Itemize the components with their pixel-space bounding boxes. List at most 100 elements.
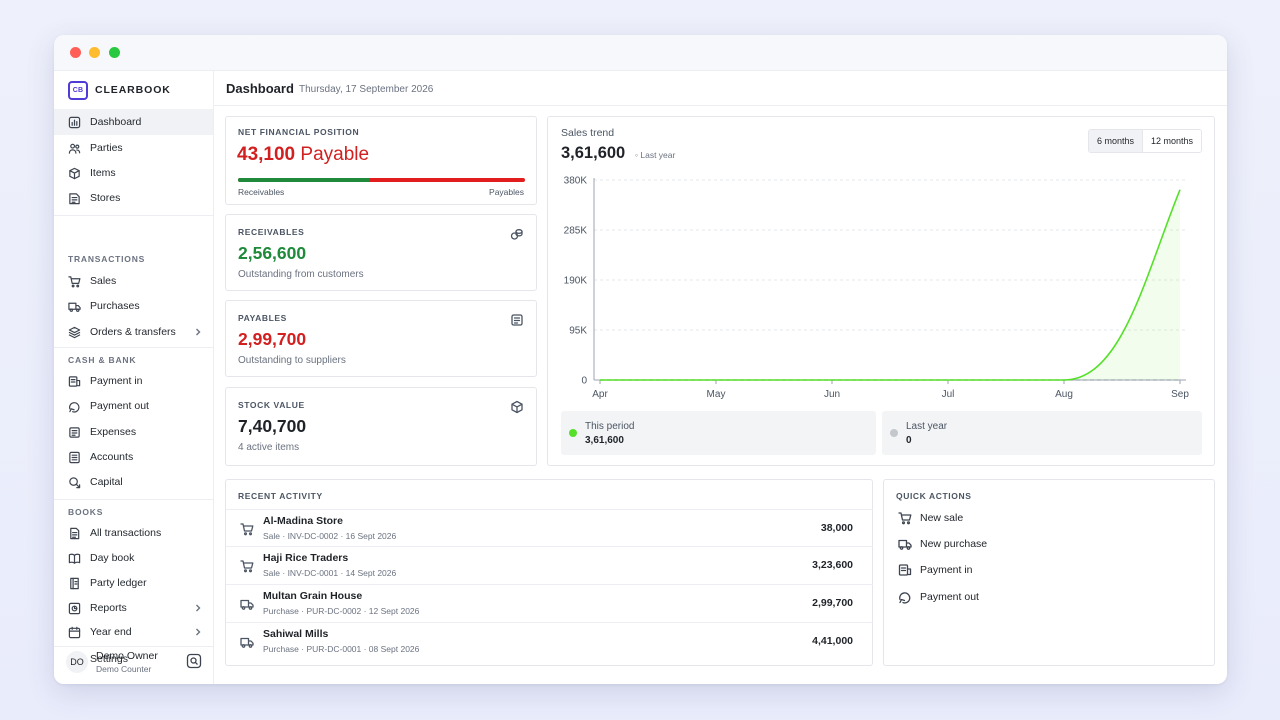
activity-row[interactable]: Multan Grain House Purchase · PUR-DC-000… [226,584,873,622]
series-line-this-period [600,189,1181,381]
activity-amount: 4,41,000 [812,635,853,647]
sidebar-item-label: Dashboard [90,116,142,128]
activity-party: Multan Grain House [263,590,363,602]
chart-total: 3,61,600 [561,144,626,162]
sidebar-item-day-book[interactable]: Day book [54,545,213,571]
sidebar-item-sales[interactable]: Sales [54,268,213,294]
sidebar-item-items[interactable]: Items [54,160,213,186]
search-icon[interactable] [186,653,202,669]
chevron-right-icon [193,626,203,638]
net-position-bar [238,178,525,182]
activity-meta: Sale · INV-DC-0002 · 16 Sept 2026 [263,531,397,541]
wallet-icon [68,426,81,439]
sidebar-divider [54,215,213,216]
activity-party: Al-Madina Store [263,515,343,527]
user-profile[interactable]: DO Demo Owner Demo Counter [66,648,206,676]
sidebar-item-parties[interactable]: Parties [54,135,213,161]
sidebar-item-party-ledger[interactable]: Party ledger [54,570,213,596]
coins-icon [510,227,524,241]
y-tick-label: 380K [564,176,588,187]
maximize-window-button[interactable] [109,47,120,58]
stock-subtitle: 4 active items [238,442,300,453]
receivables-subtitle: Outstanding from customers [238,269,364,280]
sidebar-item-all-transactions[interactable]: All transactions [54,520,213,546]
sidebar-item-label: Expenses [90,426,137,438]
legend-value: 0 [906,435,912,446]
chart-title: Sales trend [561,127,615,139]
new-purchase-button[interactable]: New purchase [898,535,987,553]
sidebar-item-reports[interactable]: Reports [54,595,213,621]
new-sale-button[interactable]: New sale [898,509,963,527]
reports-icon [68,602,81,615]
legend-last-year[interactable]: Last year 0 [882,411,1202,455]
title-bar [54,35,1227,71]
activity-row[interactable]: Sahiwal Mills Purchase · PUR-DC-0001 · 0… [226,622,873,660]
net-position-amount: 43,100 [237,144,296,165]
stock-value-card[interactable]: STOCK VALUE 7,40,700 4 active items [225,387,537,466]
activity-row[interactable]: Haji Rice Traders Sale · INV-DC-0001 · 1… [226,546,873,584]
capital-icon [68,476,81,489]
book-icon [68,552,81,565]
sidebar-item-payment-in[interactable]: Payment in [54,368,213,394]
wallet-icon [510,313,524,327]
quick-action-label: Payment in [920,564,973,576]
brand[interactable]: CB CLEARBOOK [68,80,171,100]
sidebar-item-purchases[interactable]: Purchases [54,293,213,319]
y-tick-label: 0 [581,376,587,387]
sidebar-item-label: Stores [90,192,121,204]
sidebar-item-label: Payment in [90,375,143,387]
cart-icon [898,511,912,525]
card-label: RECENT ACTIVITY [238,491,323,501]
sidebar-item-payment-out[interactable]: Payment out [54,393,213,419]
sidebar-item-label: Parties [90,142,123,154]
activity-meta: Purchase · PUR-DC-0002 · 12 Sept 2026 [263,606,420,616]
close-window-button[interactable] [70,47,81,58]
sidebar-item-settings[interactable]: Settings [54,646,213,672]
payment-out-icon [68,400,81,413]
layers-icon [68,326,81,339]
x-tick-label: Aug [1055,389,1073,400]
sidebar-item-year-end[interactable]: Year end [54,619,213,645]
series-area-this-period [600,189,1180,380]
stock-value: 7,40,700 [238,416,307,436]
sidebar-item-label: Sales [90,275,117,287]
legend-this-period[interactable]: This period 3,61,600 [561,411,876,455]
activity-meta: Sale · INV-DC-0001 · 14 Sept 2026 [263,568,397,578]
y-tick-label: 190K [564,276,588,287]
receivables-value: 2,56,600 [238,243,307,263]
sidebar-item-label: Orders & transfers [90,326,176,338]
sidebar-item-expenses[interactable]: Expenses [54,419,213,445]
sales-trend-chart: 0 95K 190K 285K 380K Apr May Jun Jul Aug Sep [564,176,1190,401]
sidebar-item-stores[interactable]: Stores [54,185,213,211]
sidebar-item-label: Day book [90,552,135,564]
payables-card[interactable]: PAYABLES 2,99,700 Outstanding to supplie… [225,300,537,377]
cart-icon [68,275,81,288]
payment-in-icon [68,375,81,388]
minimize-window-button[interactable] [89,47,100,58]
range-12-months-button[interactable]: 12 months [1142,130,1201,152]
sidebar-item-label: Items [90,167,116,179]
sales-trend-card: Sales trend 3,61,600 ◦ Last year 6 month… [547,116,1215,466]
quick-action-label: New sale [920,512,964,524]
sidebar-item-orders-transfers[interactable]: Orders & transfers [54,319,213,345]
page-header: Dashboard Thursday, 17 September 2026 [214,71,1227,106]
x-tick-label: Jun [824,389,840,400]
receivables-bar-fill [238,178,371,182]
sidebar-item-capital[interactable]: Capital [54,469,213,495]
activity-row[interactable]: Al-Madina Store Sale · INV-DC-0002 · 16 … [226,509,873,547]
sidebar-item-accounts[interactable]: Accounts [54,444,213,470]
range-6-months-button[interactable]: 6 months [1088,130,1143,152]
sidebar-item-dashboard[interactable]: Dashboard [54,109,213,135]
payment-out-button[interactable]: Payment out [898,588,979,606]
payment-in-button[interactable]: Payment in [898,561,973,579]
legend-dot [569,429,577,437]
section-label-transactions: TRANSACTIONS [68,254,146,264]
quick-action-label: Payment out [920,591,979,603]
payment-in-icon [898,563,912,577]
net-position-value: 43,100 Payable [237,144,369,166]
x-tick-label: Apr [592,389,608,400]
receivables-card[interactable]: RECEIVABLES 2,56,600 Outstanding from cu… [225,214,537,291]
brand-name: CLEARBOOK [95,84,171,96]
quick-actions-card: QUICK ACTIONS New sale New purchase Paym… [883,479,1215,666]
sidebar: CB CLEARBOOK Dashboard Parties Items Sto… [54,71,214,684]
